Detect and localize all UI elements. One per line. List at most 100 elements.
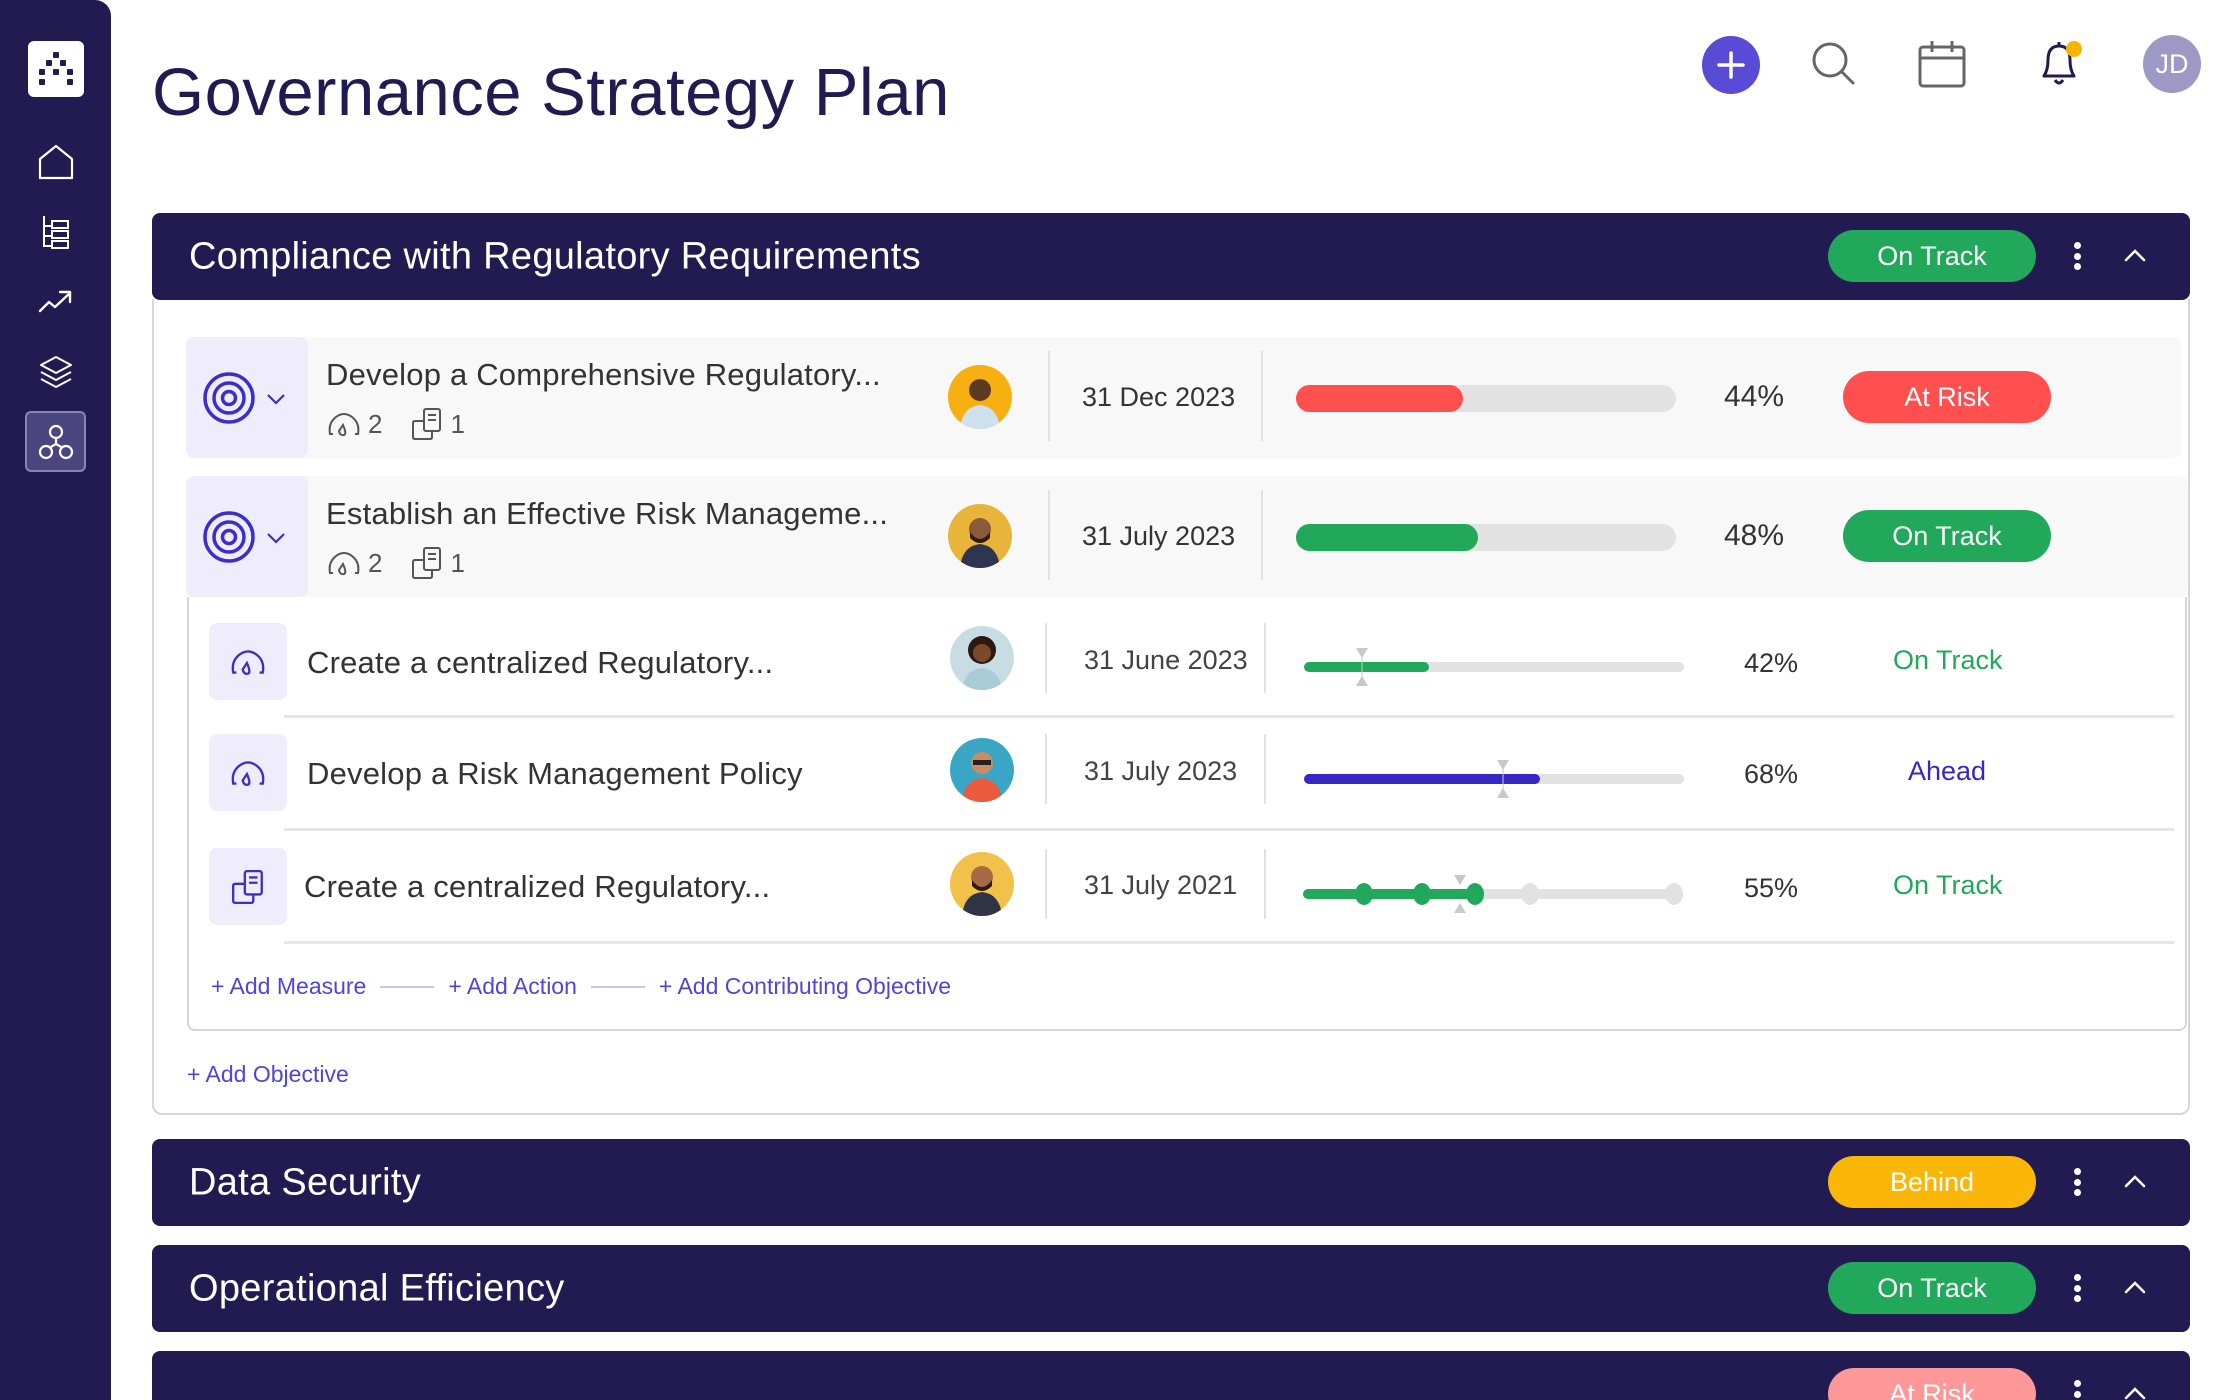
section-title: Data Security: [189, 1161, 421, 1203]
target-icon: [203, 511, 255, 563]
chevron-up-icon[interactable]: [2120, 241, 2150, 271]
sidebar-item-hierarchy[interactable]: [25, 201, 86, 262]
milestone-dot[interactable]: [1355, 883, 1373, 905]
calendar-icon: [1918, 41, 1966, 88]
chevron-down-icon: [267, 533, 285, 544]
action-row[interactable]: Create a centralized Regulatory... 31 Ju…: [189, 823, 2189, 935]
column-separator: [1261, 490, 1263, 580]
page-title: Governance Strategy Plan: [152, 55, 950, 130]
progress-percent: 48%: [1724, 519, 1785, 552]
add-links-bar: + Add Measure + Add Action + Add Contrib…: [211, 973, 951, 1000]
more-options-icon[interactable]: [2067, 1164, 2087, 1200]
more-options-icon[interactable]: [2067, 238, 2087, 274]
owner-avatar[interactable]: [950, 626, 1014, 690]
actions-count: 1: [450, 547, 465, 578]
more-options-icon[interactable]: [2067, 1376, 2087, 1400]
section-header-compliance[interactable]: Compliance with Regulatory Requirements …: [152, 213, 2190, 300]
column-separator: [1045, 734, 1047, 804]
milestone-dot[interactable]: [1466, 883, 1484, 905]
connector-line: [380, 985, 435, 988]
person-photo: [962, 636, 1002, 690]
measure-row[interactable]: Create a centralized Regulatory... 31 Ju…: [189, 597, 2189, 709]
sidebar-item-trends[interactable]: [25, 271, 86, 332]
app-logo[interactable]: [28, 41, 84, 97]
sidebar-item-network[interactable]: [25, 411, 86, 472]
plus-icon: [1717, 51, 1745, 79]
layers-icon: [39, 355, 72, 388]
column-separator: [1048, 351, 1050, 441]
action-document-icon: [232, 869, 263, 904]
objective-expand-toggle[interactable]: [186, 476, 308, 597]
measure-row[interactable]: Develop a Risk Management Policy 31 July…: [189, 710, 2189, 822]
measure-icon-box: [209, 623, 287, 700]
progress-percent: 55%: [1744, 873, 1799, 903]
notifications-button[interactable]: [2030, 34, 2090, 94]
milestone-dot[interactable]: [1413, 883, 1431, 905]
due-date: 31 Dec 2023: [1082, 382, 1236, 412]
section-header-4[interactable]: At Risk: [152, 1351, 2190, 1400]
objective-title[interactable]: Develop a Comprehensive Regulatory...: [326, 357, 881, 392]
add-measure-link[interactable]: + Add Measure: [211, 973, 367, 999]
notification-dot: [2066, 41, 2082, 57]
chevron-down-icon: [267, 394, 285, 405]
column-separator: [1264, 734, 1266, 804]
add-contributing-objective-link[interactable]: + Add Contributing Objective: [658, 973, 952, 999]
gauge-icon: [231, 760, 265, 786]
logo-icon: [39, 52, 73, 85]
action-icon-box: [209, 848, 287, 925]
column-separator: [1261, 351, 1263, 441]
sidebar-item-layers[interactable]: [25, 341, 86, 402]
section-card: [152, 299, 2190, 1115]
column-separator: [1264, 849, 1266, 919]
user-avatar[interactable]: JD: [2143, 35, 2201, 93]
owner-avatar[interactable]: [948, 504, 1012, 568]
section-header-data-security[interactable]: Data Security Behind: [152, 1139, 2190, 1226]
objective-row[interactable]: Develop a Comprehensive Regulatory... 2 …: [186, 337, 2182, 458]
section-status-badge: On Track: [1828, 1262, 2036, 1314]
column-separator: [1048, 490, 1050, 580]
column-separator: [1264, 623, 1266, 693]
sidebar-item-home[interactable]: [25, 131, 86, 192]
chevron-up-icon[interactable]: [2120, 1379, 2150, 1400]
progress-bar: [1304, 774, 1684, 784]
section-header-operational-efficiency[interactable]: Operational Efficiency On Track: [152, 1245, 2190, 1332]
progress-bar: [1304, 662, 1684, 672]
objective-expand-toggle[interactable]: [186, 337, 308, 458]
row-divider: [284, 941, 2174, 944]
add-action-link[interactable]: + Add Action: [448, 973, 577, 999]
progress-bar: [1296, 385, 1676, 412]
owner-avatar[interactable]: [948, 365, 1012, 429]
objective-title[interactable]: Establish an Effective Risk Manageme...: [326, 496, 889, 531]
chevron-up-icon[interactable]: [2120, 1167, 2150, 1197]
target-marker-icon: [1454, 875, 1466, 913]
section-status-badge: On Track: [1828, 230, 2036, 282]
action-title[interactable]: Create a centralized Regulatory...: [304, 869, 771, 904]
search-button[interactable]: [1804, 34, 1864, 94]
section-status-badge: Behind: [1828, 1156, 2036, 1208]
calendar-button[interactable]: [1912, 34, 1972, 94]
milestone-dot[interactable]: [1665, 883, 1683, 905]
sidebar: [0, 0, 111, 1400]
owner-avatar[interactable]: [950, 738, 1014, 802]
hierarchy-list-icon: [42, 215, 69, 249]
objective-row[interactable]: Establish an Effective Risk Manageme... …: [186, 476, 2188, 597]
measure-title[interactable]: Create a centralized Regulatory...: [307, 645, 774, 680]
add-button[interactable]: [1702, 36, 1760, 94]
measure-title[interactable]: Develop a Risk Management Policy: [307, 756, 803, 791]
progress-bar: [1296, 524, 1676, 551]
connector-line: [590, 985, 645, 988]
due-date: 31 July 2023: [1082, 521, 1236, 551]
progress-percent: 68%: [1744, 759, 1799, 789]
person-photo: [960, 518, 1000, 568]
actions-document-icon: [412, 408, 442, 440]
more-options-icon[interactable]: [2067, 1270, 2087, 1306]
milestone-progress-bar: [1303, 883, 1683, 905]
progress-bar-fill: [1296, 385, 1464, 412]
target-marker-icon: [1497, 760, 1509, 798]
chevron-up-icon[interactable]: [2120, 1273, 2150, 1303]
owner-avatar[interactable]: [950, 852, 1014, 916]
contributing-items-card: Create a centralized Regulatory... 31 Ju…: [187, 597, 2187, 1031]
row-divider: [284, 828, 2174, 831]
add-objective-link[interactable]: + Add Objective: [187, 1061, 349, 1087]
milestone-dot[interactable]: [1521, 883, 1539, 905]
